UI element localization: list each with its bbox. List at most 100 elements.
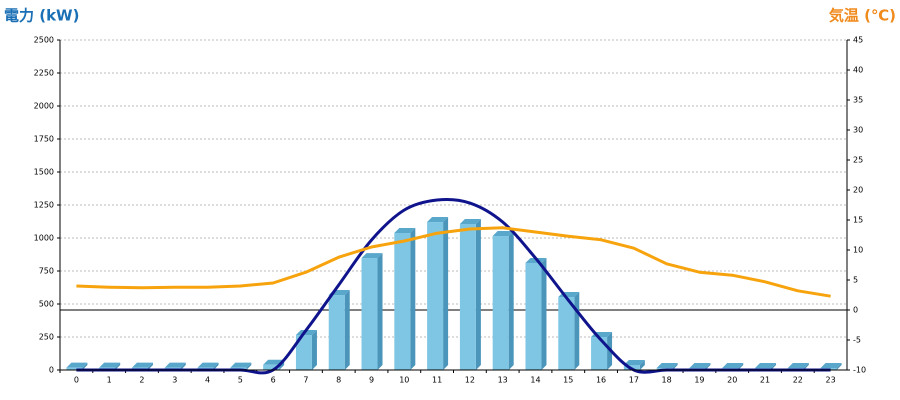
x-tick-label: 8 [336, 376, 341, 385]
bar-side [180, 362, 186, 370]
y2-tick-label: 45 [853, 36, 863, 45]
bar [66, 367, 83, 370]
bar-top [197, 362, 219, 368]
bar-side [344, 290, 350, 370]
y2-tick-label: -5 [853, 336, 861, 345]
bar-top [230, 362, 252, 368]
x-tick-label: 21 [760, 376, 770, 385]
y2-tick-label: 35 [853, 96, 863, 105]
y2-tick-label: 40 [853, 66, 863, 75]
bar-top [492, 231, 514, 237]
bar-top [295, 330, 317, 336]
bar-side [147, 362, 153, 370]
y-tick-label: 0 [49, 366, 54, 375]
y-tick-label: 1750 [34, 135, 54, 144]
bar-top [623, 359, 645, 365]
x-tick-label: 18 [662, 376, 672, 385]
bar-side [443, 217, 449, 370]
left-axis-title: 電力 (kW) [4, 7, 79, 25]
bar [427, 222, 444, 370]
bar-side [803, 363, 809, 370]
bar-top [722, 363, 744, 369]
y-tick-label: 250 [39, 333, 54, 342]
bar-top [787, 363, 809, 369]
bar-side [705, 363, 711, 370]
y-tick-label: 1250 [34, 201, 54, 210]
bar-top [689, 363, 711, 369]
bar-top [394, 227, 416, 233]
x-tick-label: 9 [369, 376, 374, 385]
y-tick-label: 2250 [34, 69, 54, 78]
x-tick-label: 20 [727, 376, 737, 385]
x-tick-label: 2 [139, 376, 144, 385]
x-tick-label: 12 [465, 376, 475, 385]
bar-side [508, 231, 514, 370]
bar-top [820, 363, 842, 369]
x-tick-label: 4 [205, 376, 210, 385]
y2-tick-label: 0 [853, 306, 858, 315]
bar-top [131, 362, 153, 368]
bar-side [541, 257, 547, 370]
bar [295, 335, 312, 370]
bar [525, 262, 542, 370]
right-axis-title: 気温 (℃) [829, 7, 896, 25]
x-tick-label: 3 [172, 376, 177, 385]
y2-tick-label: 30 [853, 126, 863, 135]
y2-tick-label: 20 [853, 186, 863, 195]
bar [558, 297, 575, 370]
bar-top [164, 362, 186, 368]
x-tick-label: 11 [432, 376, 442, 385]
x-tick-label: 14 [530, 376, 540, 385]
bar-side [771, 363, 777, 370]
y-tick-label: 1500 [34, 168, 54, 177]
bar-top [427, 217, 449, 223]
bar-side [574, 292, 580, 370]
bar [591, 337, 608, 370]
bar [459, 224, 476, 370]
x-tick-label: 1 [107, 376, 112, 385]
x-tick-label: 23 [826, 376, 836, 385]
x-tick-label: 5 [238, 376, 243, 385]
bar-side [115, 362, 121, 370]
x-tick-label: 0 [74, 376, 79, 385]
bar-side [377, 253, 383, 370]
bar-side [836, 363, 842, 370]
bar-side [82, 362, 88, 370]
bar [263, 364, 280, 370]
y2-tick-label: 5 [853, 276, 858, 285]
y-tick-label: 2000 [34, 102, 54, 111]
x-tick-label: 15 [563, 376, 573, 385]
x-tick-label: 16 [596, 376, 606, 385]
line [76, 226, 831, 298]
x-tick-label: 13 [498, 376, 508, 385]
y-tick-label: 750 [39, 267, 54, 276]
bar [328, 295, 345, 370]
y-tick-label: 2500 [34, 36, 54, 45]
y2-tick-label: 25 [853, 156, 863, 165]
y2-tick-label: 15 [853, 216, 863, 225]
bar-side [410, 227, 416, 370]
bar-top [656, 363, 678, 369]
bar-side [213, 362, 219, 370]
bar-top [459, 219, 481, 225]
bar-top [755, 363, 777, 369]
bar-side [475, 219, 481, 370]
bar-side [246, 362, 252, 370]
bar-top [66, 362, 88, 368]
y2-tick-label: -10 [853, 366, 866, 375]
bar-side [672, 363, 678, 370]
y2-tick-label: 10 [853, 246, 863, 255]
y-tick-label: 500 [39, 300, 54, 309]
bar-top [99, 362, 121, 368]
bar [492, 236, 509, 370]
x-tick-label: 6 [271, 376, 276, 385]
bar-side [311, 330, 317, 370]
x-tick-label: 17 [629, 376, 639, 385]
bar-top [361, 253, 383, 259]
x-tick-label: 7 [303, 376, 308, 385]
x-tick-label: 22 [793, 376, 803, 385]
bar [361, 258, 378, 370]
bar-side [639, 359, 645, 370]
bar-side [738, 363, 744, 370]
